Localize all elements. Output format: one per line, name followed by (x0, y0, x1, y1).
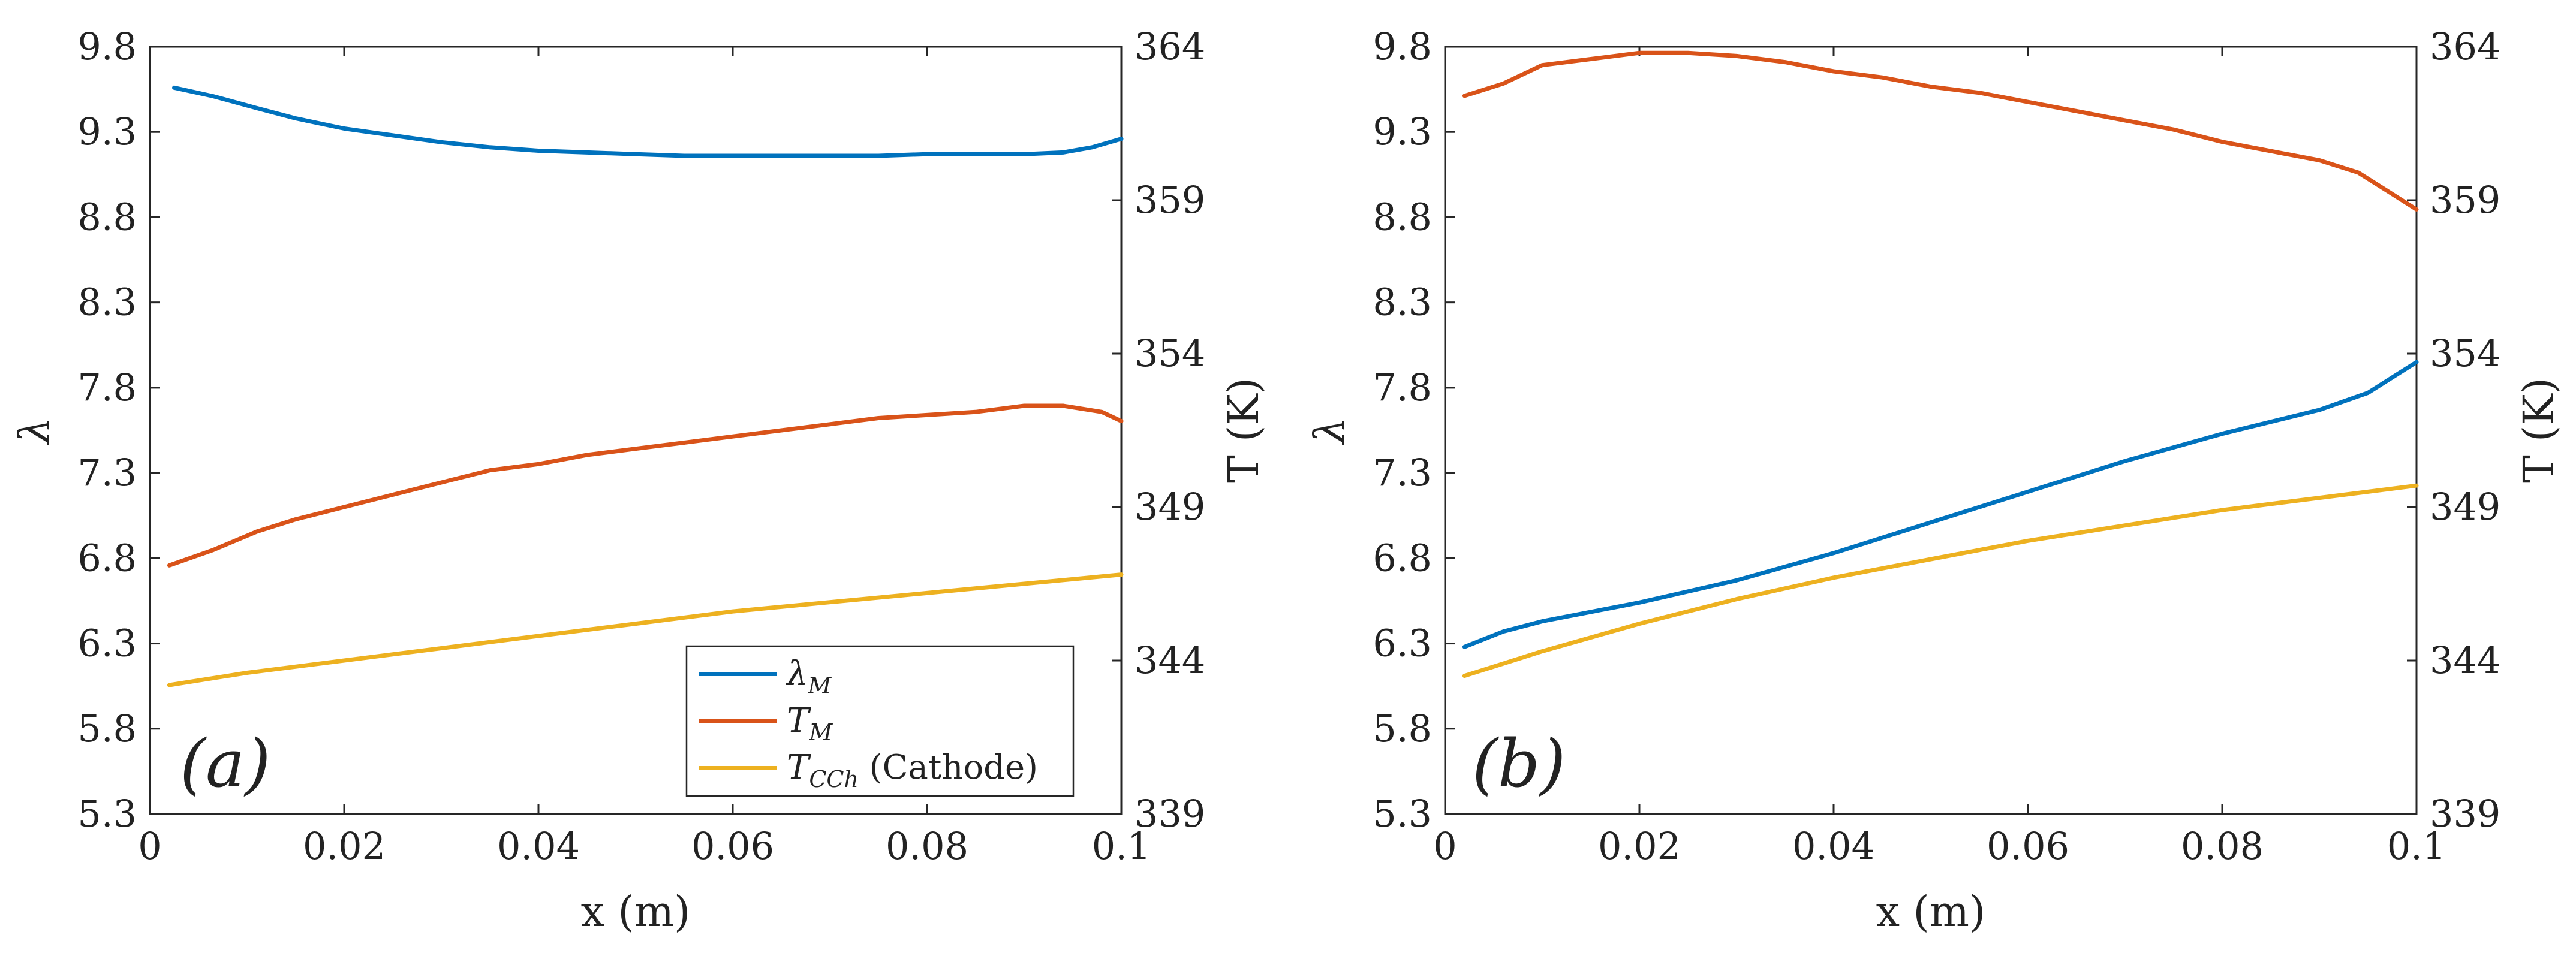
y-right-tick-label: 344 (2430, 638, 2500, 682)
y-right-tick-label: 339 (2430, 792, 2500, 836)
plot-area (1444, 46, 2418, 815)
y-left-tick-label: 8.8 (1373, 195, 1432, 239)
y-left-tick-label: 9.8 (1373, 25, 1432, 68)
legend-entry-t-cch: TCCh (Cathode) (699, 748, 1038, 792)
y-right-tick-label: 364 (1134, 25, 1205, 68)
series-line-t-cch-cathode (1462, 483, 2419, 678)
series-line-t-m (1462, 50, 2419, 212)
x-tick-label: 0.06 (691, 824, 774, 868)
y-right-tick-label: 354 (2430, 331, 2500, 375)
y-left-tick-label: 5.3 (77, 792, 137, 836)
series-line-t-m (167, 403, 1124, 568)
y-right-tick-label: 359 (1134, 178, 1205, 222)
y-right-tick-label: 359 (2430, 178, 2500, 222)
y-left-tick-label: 7.8 (1373, 366, 1432, 409)
y-left-tick-label: 8.3 (77, 281, 137, 324)
panel-a: 0 0.02 0.04 0.06 0.08 0.1 5.3 5.8 6.3 6.8 7.3 7.8 8… (10, 25, 1268, 936)
panel-label: (a) (180, 725, 270, 802)
x-tick-label: 0 (138, 824, 161, 868)
y-left-tick-label: 9.8 (77, 25, 137, 68)
x-tick-label: 0.04 (497, 824, 580, 868)
series-line-lambda-m (172, 85, 1124, 158)
y-left-tick-label: 9.3 (1373, 110, 1432, 153)
y-left-axis-label: λ (10, 417, 59, 445)
x-axis-label: x (m) (1876, 887, 1986, 936)
y-right-tick-label: 344 (1134, 638, 1205, 682)
legend-label-t-m: TM (787, 701, 833, 746)
y-left-tick-label: 7.8 (77, 366, 137, 409)
y-left-axis-label: λ (1305, 417, 1355, 445)
y-right-tick-label: 339 (1134, 792, 1205, 836)
y-right-axis-label: T (K) (2514, 378, 2563, 483)
legend-entry-t-m: TM (699, 701, 833, 746)
series-group (167, 85, 1124, 687)
legend-entry-lambda-m: λM (699, 655, 832, 699)
y-left-tick-label: 7.3 (77, 451, 137, 494)
y-right-tick-label: 349 (1134, 485, 1205, 529)
x-tick-label: 0 (1433, 824, 1456, 868)
y-left-tick-label: 6.3 (77, 622, 137, 665)
x-tick-label: 0.08 (2181, 824, 2264, 868)
legend-label-lambda-m: λM (786, 655, 832, 699)
y-right-tick-label: 349 (2430, 485, 2500, 529)
series-group (1462, 50, 2419, 678)
y-right-tick-label: 354 (1134, 331, 1205, 375)
y-left-tick-label: 5.8 (1373, 707, 1432, 750)
y-left-tick-label: 8.8 (77, 195, 137, 239)
x-axis-ticks: 0 0.02 0.04 0.06 0.08 0.1 (1433, 47, 2446, 868)
x-tick-label: 0.08 (886, 824, 968, 868)
y-left-tick-label: 7.3 (1373, 451, 1432, 494)
legend-label-t-cch: TCCh (Cathode) (787, 748, 1038, 792)
y-left-tick-label: 6.8 (1373, 536, 1432, 580)
x-axis-label: x (m) (581, 887, 691, 936)
series-line-t-cch-cathode (167, 572, 1124, 687)
x-axis-ticks: 0 0.02 0.04 0.06 0.08 0.1 (138, 47, 1151, 868)
x-tick-label: 0.1 (2387, 824, 2446, 868)
y-left-tick-label: 6.3 (1373, 622, 1432, 665)
y-left-tick-label: 5.8 (77, 707, 137, 750)
x-tick-label: 0.02 (303, 824, 386, 868)
x-tick-label: 0.06 (1987, 824, 2069, 868)
x-tick-label: 0.1 (1092, 824, 1151, 868)
y-right-axis-label: T (K) (1219, 378, 1268, 483)
y-right-axis-ticks: 339 344 349 354 359 364 (2407, 25, 2500, 836)
y-left-axis-ticks: 5.3 5.8 6.3 6.8 7.3 7.8 8.3 8.8 9.3 9.8 (1373, 25, 1455, 836)
x-tick-label: 0.04 (1792, 824, 1875, 868)
y-left-tick-label: 9.3 (77, 110, 137, 153)
y-left-tick-label: 6.8 (77, 536, 137, 580)
y-left-tick-label: 8.3 (1373, 281, 1432, 324)
y-left-tick-label: 5.3 (1373, 792, 1432, 836)
y-right-axis-ticks: 339 344 349 354 359 364 (1112, 25, 1205, 836)
y-right-tick-label: 364 (2430, 25, 2500, 68)
series-line-lambda-m (1462, 360, 2419, 649)
panel-label: (b) (1472, 725, 1566, 802)
y-left-axis-ticks: 5.3 5.8 6.3 6.8 7.3 7.8 8.3 8.8 9.3 9.8 (77, 25, 160, 836)
panel-b: 0 0.02 0.04 0.06 0.08 0.1 5.3 5.8 6.3 6.8 7.3 7.8 8… (1305, 25, 2563, 936)
x-tick-label: 0.02 (1598, 824, 1681, 868)
legend: λM TM TCCh (Cathode) (685, 645, 1075, 797)
